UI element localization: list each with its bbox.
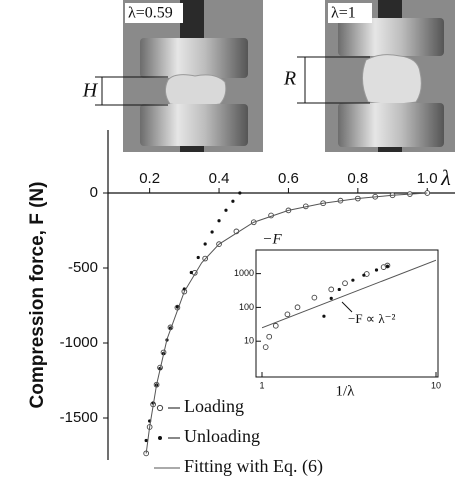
data-point xyxy=(294,304,301,311)
x-tick-label: 1 xyxy=(259,380,264,390)
y-tick-label: 10 xyxy=(244,336,254,346)
data-point xyxy=(337,287,341,292)
data-point xyxy=(203,242,207,246)
dimension-label: H xyxy=(82,80,99,102)
y-tick-label: -1000 xyxy=(60,334,98,351)
data-point xyxy=(328,286,335,293)
photo-right: λ=1 R xyxy=(283,0,455,152)
photo-label: λ=0.59 xyxy=(128,5,173,22)
y-tick-label: -1500 xyxy=(60,409,98,426)
inset-x-label: 1/λ xyxy=(336,383,356,399)
dimension-label: R xyxy=(283,68,296,90)
y-axis-label: Compression force, F (N) xyxy=(27,182,48,409)
legend-marker xyxy=(158,436,162,440)
legend-label: Unloading xyxy=(184,426,260,446)
data-point xyxy=(238,191,242,195)
legend-marker xyxy=(156,404,164,412)
x-axis-label: λ xyxy=(440,165,451,190)
data-point xyxy=(351,278,355,282)
x-tick-label: 0.4 xyxy=(209,170,230,187)
data-point xyxy=(144,438,148,443)
x-tick-label: 1.0 xyxy=(417,170,438,187)
x-tick-label: 0.2 xyxy=(139,170,160,187)
legend-label: Loading xyxy=(184,396,244,416)
data-point xyxy=(322,314,326,318)
data-point xyxy=(329,296,333,300)
fit-line xyxy=(145,192,428,454)
data-point xyxy=(342,280,348,287)
y-tick-label: 100 xyxy=(239,302,254,312)
data-point xyxy=(272,322,279,329)
data-point xyxy=(311,294,318,301)
fit-line xyxy=(262,259,436,329)
data-point xyxy=(217,219,221,223)
data-point xyxy=(189,270,193,275)
data-point xyxy=(284,311,291,318)
data-point xyxy=(374,268,379,272)
data-point xyxy=(196,255,200,260)
annotation-arrow xyxy=(341,301,353,313)
x-tick-label: 0.6 xyxy=(278,170,299,187)
y-tick-label: -500 xyxy=(68,259,98,276)
inset-y-label: −F xyxy=(262,231,282,247)
annotation: −F ∝ λ⁻² xyxy=(348,311,396,326)
inset-frame xyxy=(255,249,439,378)
data-point xyxy=(385,264,390,268)
photo-left: λ=0.59 H xyxy=(82,0,263,152)
y-tick-label: 0 xyxy=(90,184,98,201)
data-point xyxy=(362,273,366,277)
data-point xyxy=(266,333,273,340)
x-tick-label: 0.8 xyxy=(347,170,368,187)
data-point xyxy=(224,208,228,212)
data-point xyxy=(231,199,235,203)
data-point xyxy=(262,344,269,350)
data-point xyxy=(210,230,214,234)
legend-label: Fitting with Eq. (6) xyxy=(184,456,323,477)
photo-label: λ=1 xyxy=(331,5,356,22)
y-tick-label: 1000 xyxy=(234,268,254,278)
x-tick-label: 10 xyxy=(431,380,441,390)
